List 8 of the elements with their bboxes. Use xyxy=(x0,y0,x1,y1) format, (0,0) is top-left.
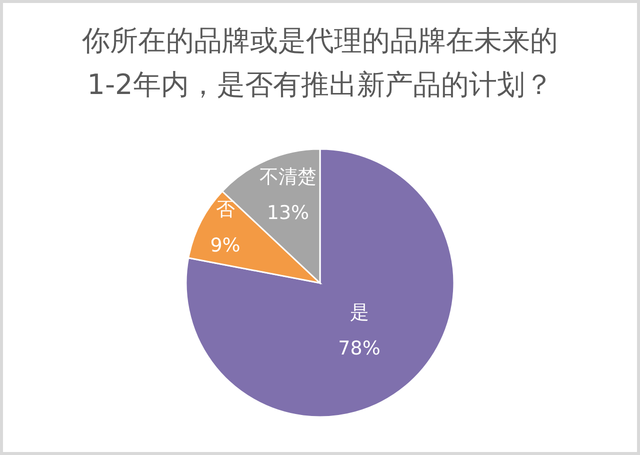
pie-slice xyxy=(185,148,455,418)
slice-label: 不清楚 xyxy=(259,166,316,188)
data-label: 9% xyxy=(210,234,240,256)
data-label: 78% xyxy=(338,337,380,360)
data-label: 13% xyxy=(266,202,310,224)
slice-label: 是 xyxy=(350,301,369,324)
slice-label: 否 xyxy=(216,198,235,220)
chart-title: 你所在的品牌或是代理的品牌在未来的 1-2年内，是否有推出新产品的计划？ xyxy=(81,24,558,101)
